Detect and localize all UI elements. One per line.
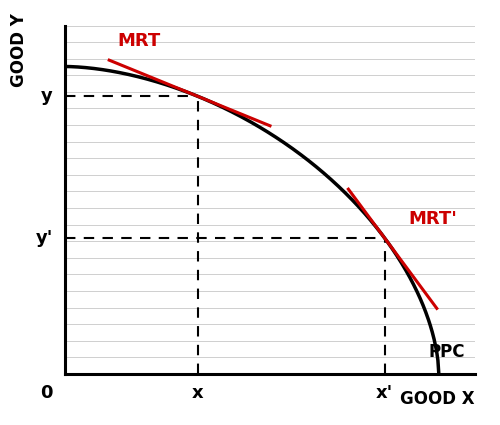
Text: x': x' (376, 384, 393, 402)
Text: 0: 0 (40, 384, 53, 402)
Text: MRT: MRT (118, 32, 160, 51)
Text: GOOD X: GOOD X (400, 390, 475, 408)
Text: x: x (192, 384, 203, 402)
Text: MRT': MRT' (408, 210, 458, 228)
Text: y': y' (36, 229, 53, 247)
Text: PPC: PPC (429, 343, 466, 361)
Text: y: y (41, 87, 53, 105)
Text: GOOD Y: GOOD Y (10, 13, 28, 87)
